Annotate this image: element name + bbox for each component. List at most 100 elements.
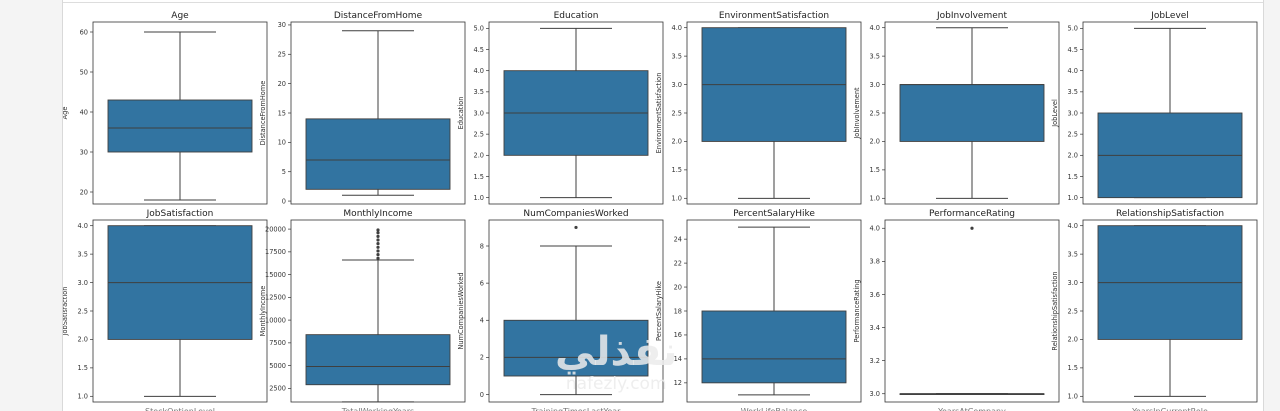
outlier-point	[376, 252, 380, 257]
y-tick-label: 22	[674, 259, 682, 267]
y-tick-label: 3.0	[672, 81, 683, 89]
y-axis-label: NumCompaniesWorked	[457, 272, 465, 349]
outlier-point	[376, 228, 380, 232]
subplot-job-satisfaction: JobSatisfaction 1.0 1.5 2.0 2.5 3.0 3.5 4.0 JobS…	[63, 209, 268, 403]
subplot-monthly-income: MonthlyIncome 2500 5000 7500 10000 12500 15000…	[259, 209, 466, 403]
subplot-age: Age 20 30 40 50 60 Age	[63, 11, 268, 205]
y-tick-label: 20	[674, 283, 682, 291]
y-tick-label: 3.4	[870, 324, 881, 332]
y-tick-label: 25	[278, 51, 286, 59]
subplot-title: MonthlyIncome	[343, 209, 413, 219]
y-tick-label: 6	[480, 279, 484, 287]
y-tick-label: 2.5	[870, 109, 881, 117]
y-tick-label: 3.0	[474, 109, 485, 117]
cut-off-x-label: YearsInCurrentRole	[1131, 407, 1208, 411]
y-tick-label: 20000	[265, 225, 286, 233]
subplot-education: Education 1.0 1.5 2.0 2.5 3.0 3.5 4.0 4.5 5.0 Educ…	[457, 11, 664, 205]
subplot-title: Age	[171, 11, 189, 21]
y-tick-label: 2	[480, 354, 484, 362]
subplot-title: DistanceFromHome	[334, 11, 423, 21]
outlier-point	[376, 242, 380, 246]
outlier-point	[376, 249, 380, 253]
y-tick-label: 2.0	[1068, 152, 1079, 160]
y-tick-label: 8	[480, 242, 484, 250]
cut-off-x-label: TotalWorkingYears	[341, 407, 414, 411]
y-tick-label: 4.0	[870, 24, 881, 32]
y-tick-label: 17500	[265, 248, 286, 256]
subplot-title: JobSatisfaction	[146, 209, 214, 219]
subplot-environment-satisfaction: EnvironmentSatisfaction 1.0 1.5 2.0 2.5 3.0 3.…	[655, 11, 862, 205]
y-tick-label: 3.2	[870, 357, 881, 365]
y-tick-label: 4.0	[1068, 222, 1079, 230]
iqr-box	[305, 334, 451, 386]
y-tick-label: 50	[80, 68, 88, 76]
y-tick-label: 1.0	[870, 195, 881, 203]
subplot-percent-salary-hike: PercentSalaryHike 12 14 16 18 20 22 24 PercentSa…	[655, 209, 862, 403]
y-axis-label: JobInvolvement	[853, 87, 861, 140]
y-tick-label: 4.0	[672, 24, 683, 32]
y-axis-label: JobSatisfaction	[63, 287, 69, 337]
y-tick-label: 2.0	[474, 152, 485, 160]
y-tick-label: 4.0	[870, 225, 881, 233]
iqr-box	[503, 319, 649, 377]
plot-frame	[92, 21, 268, 205]
subplot-title: NumCompaniesWorked	[523, 209, 628, 219]
y-tick-label: 3.6	[870, 291, 881, 299]
iqr-box	[305, 118, 451, 190]
subplot-performance-rating: PerformanceRating 3.0 3.2 3.4 3.6 3.8 4.0 Perfo…	[853, 209, 1060, 403]
y-tick-label: 2.5	[1068, 307, 1079, 315]
y-tick-label: 2.0	[1068, 336, 1079, 344]
y-tick-label: 2.0	[78, 336, 89, 344]
y-tick-label: 1.5	[672, 166, 683, 174]
y-axis-label: Age	[63, 107, 69, 120]
cut-off-x-label: TrainingTimesLastYear	[531, 407, 622, 411]
y-tick-label: 3.5	[1068, 250, 1079, 258]
y-tick-label: 4.0	[1068, 67, 1079, 75]
y-tick-label: 30	[80, 148, 88, 156]
y-tick-label: 0	[480, 391, 484, 399]
cut-off-x-label: YearsAtCompany	[937, 407, 1006, 411]
y-tick-label: 10	[278, 139, 286, 147]
y-tick-label: 40	[80, 108, 88, 116]
y-tick-label: 18	[674, 307, 682, 315]
y-tick-label: 3.5	[474, 88, 485, 96]
outlier-point	[376, 256, 380, 260]
y-tick-label: 3.5	[78, 250, 89, 258]
y-axis-label: RelationshipSatisfaction	[1051, 271, 1059, 350]
outlier-point	[376, 238, 380, 242]
y-tick-label: 10000	[265, 316, 286, 324]
plot-frame	[884, 219, 1060, 403]
y-tick-label: 2.5	[78, 307, 89, 315]
y-tick-label: 4.0	[474, 67, 485, 75]
y-tick-label: 1.5	[870, 166, 881, 174]
y-tick-label: 2.5	[672, 109, 683, 117]
subplot-title: PercentSalaryHike	[733, 209, 815, 219]
cut-off-x-label: WorkLifeBalance	[741, 407, 808, 411]
y-tick-label: 4.0	[78, 222, 89, 230]
y-tick-label: 3.5	[1068, 88, 1079, 96]
y-tick-label: 1.5	[474, 173, 485, 181]
y-axis-label: EnvironmentSatisfaction	[655, 73, 663, 154]
iqr-box	[701, 310, 847, 384]
y-tick-label: 5000	[269, 362, 286, 370]
plot-frame	[488, 219, 664, 403]
y-tick-label: 3.0	[78, 279, 89, 287]
y-tick-label: 7500	[269, 339, 286, 347]
figure-canvas: Age 20 30 40 50 60 Age DistanceFromHome 0 5 10 15 20…	[62, 0, 1264, 411]
subplot-title: JobLevel	[1150, 11, 1189, 21]
subplot-title: RelationshipSatisfaction	[1116, 209, 1224, 219]
subplot-distance-from-home: DistanceFromHome 0 5 10 15 20 25 30 DistanceFrom…	[259, 11, 466, 205]
y-tick-label: 2.5	[474, 130, 485, 138]
subplot-title: Education	[554, 11, 599, 21]
y-tick-label: 3.0	[870, 390, 881, 398]
y-tick-label: 5.0	[1068, 25, 1079, 33]
y-tick-label: 12	[674, 379, 682, 387]
y-axis-label: PercentSalaryHike	[655, 281, 663, 341]
y-tick-label: 4.5	[1068, 46, 1079, 54]
y-axis-label: MonthlyIncome	[259, 286, 267, 337]
subplot-relationship-satisfaction: RelationshipSatisfaction 1.0 1.5 2.0 2.5 3.0 3…	[1051, 209, 1258, 403]
subplot-job-involvement: JobInvolvement 1.0 1.5 2.0 2.5 3.0 3.5 4.0 JobIn…	[853, 11, 1060, 205]
y-tick-label: 16	[674, 331, 682, 339]
y-axis-label: Education	[457, 97, 465, 130]
subplot-title: PerformanceRating	[929, 209, 1015, 219]
